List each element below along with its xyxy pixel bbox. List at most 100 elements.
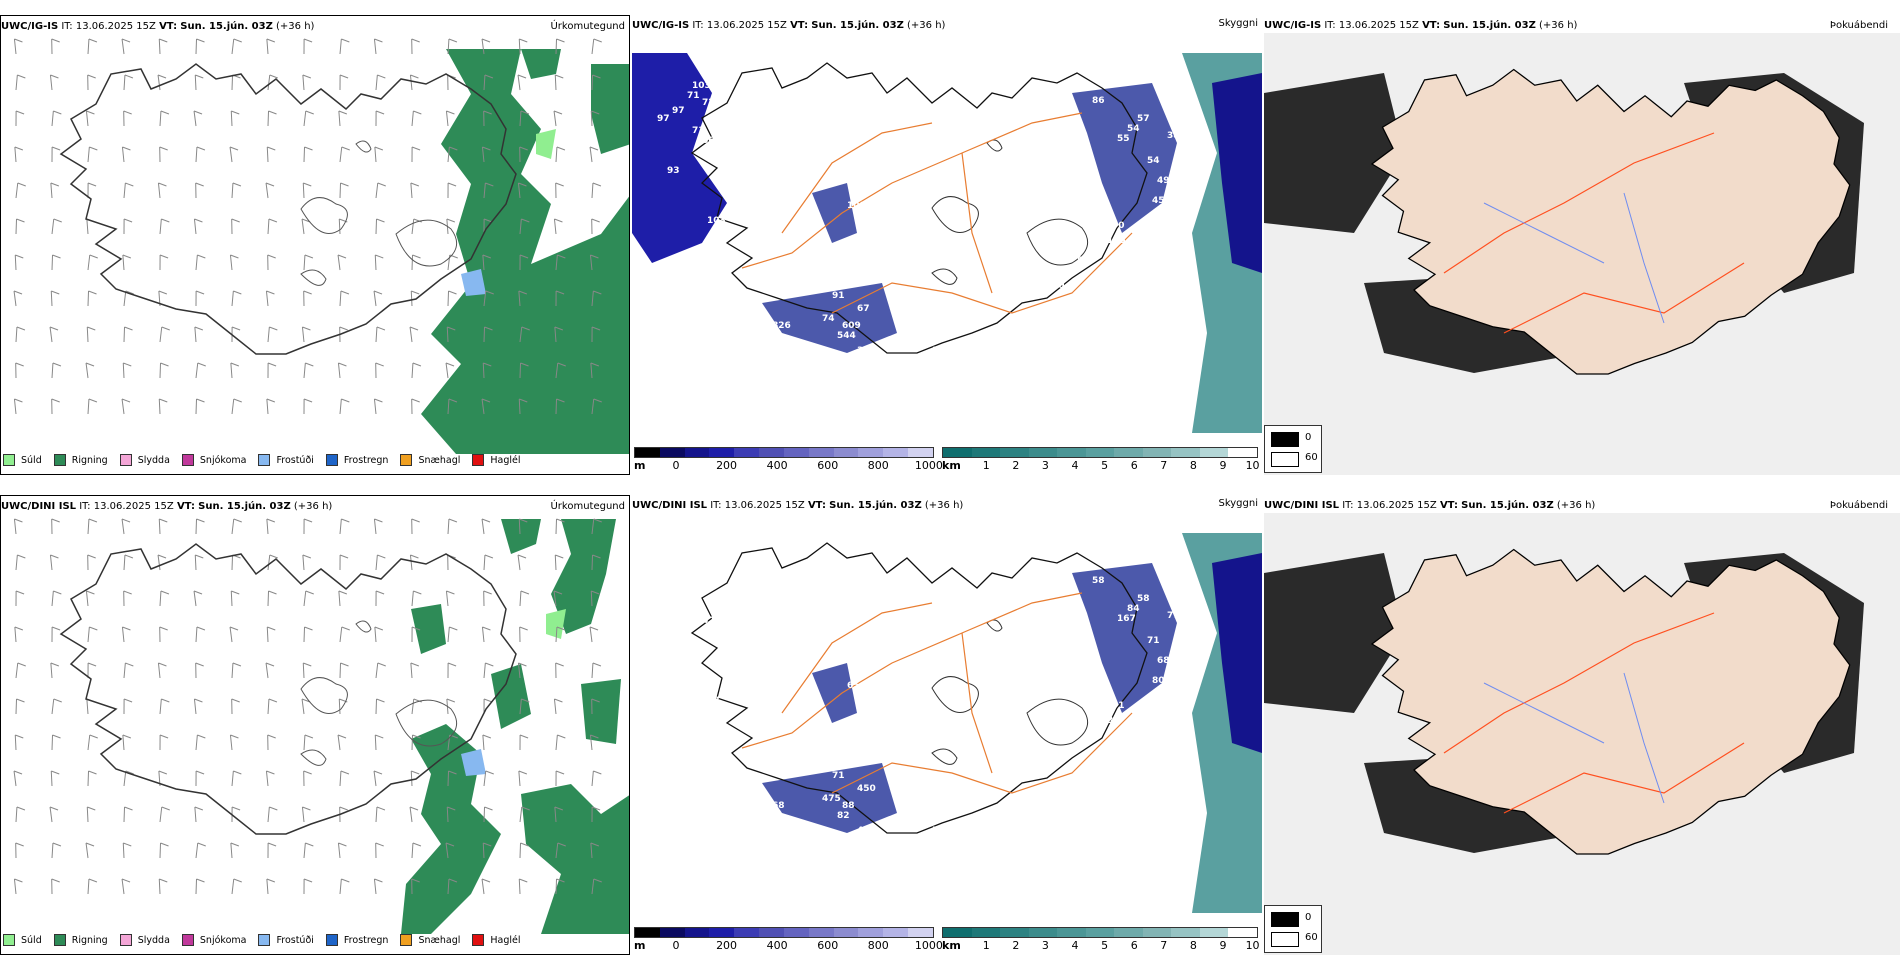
wind-barb-flag — [304, 291, 312, 294]
panel-title: Skyggni — [1218, 17, 1258, 31]
ceiling-label: 475 — [822, 794, 841, 804]
wind-barb — [123, 843, 124, 858]
wind-barb — [302, 699, 304, 714]
colorbar-swatch — [1114, 928, 1143, 937]
wind-barb — [16, 663, 18, 678]
road — [962, 153, 992, 293]
wind-barb-flag — [122, 879, 130, 882]
wind-barb — [196, 879, 197, 894]
wind-barb — [122, 39, 124, 54]
wind-barb — [304, 843, 305, 858]
wind-barb — [483, 735, 484, 750]
wind-barb-flag — [341, 663, 349, 666]
wind-barb-flag — [303, 183, 311, 186]
wind-barb — [231, 111, 232, 126]
ceiling-label: 97 — [672, 106, 685, 116]
fog-key-label: 60 — [1305, 452, 1318, 463]
colorbar-tick: 4 — [1072, 939, 1079, 952]
colorbar-swatch — [1029, 448, 1058, 457]
wind-barb-flag — [232, 327, 240, 330]
ceiling-label: 65 — [847, 681, 860, 691]
colorbar-swatch — [883, 928, 908, 937]
wind-barb-flag — [89, 291, 97, 294]
wind-barb — [86, 363, 88, 378]
wind-barb — [340, 627, 342, 642]
low-ceiling-area — [812, 183, 857, 243]
wind-barb-flag — [17, 75, 25, 78]
wind-barb-flag — [555, 555, 563, 558]
ceiling-label: 74 — [822, 314, 835, 324]
wind-barb — [519, 771, 520, 786]
wind-barb — [592, 39, 594, 54]
wind-barb — [196, 39, 197, 54]
wind-barb — [158, 75, 160, 90]
wind-barb-flag — [302, 807, 310, 810]
wind-barb-flag — [17, 327, 25, 330]
wind-barb-flag — [557, 39, 565, 42]
wind-barb — [159, 39, 160, 54]
wind-barb — [375, 147, 376, 162]
fog-key-swatch — [1271, 932, 1299, 947]
wind-barb-flag — [302, 327, 310, 330]
wind-barb-flag — [446, 111, 454, 114]
wind-barb — [376, 663, 378, 678]
ceiling-label: 100 — [847, 201, 866, 211]
legend-swatch — [3, 934, 15, 946]
ceiling-label: 67 — [692, 606, 705, 616]
wind-barb-flag — [86, 843, 94, 846]
legend-item: Frostúði — [258, 454, 313, 466]
low-ceiling-area — [812, 663, 857, 723]
wind-barb-flag — [53, 735, 61, 738]
colorbar-tick: 800 — [868, 459, 889, 472]
legend-label: Snæhagl — [418, 455, 460, 466]
wind-barb-flag — [449, 519, 457, 522]
wind-barb — [194, 111, 196, 126]
wind-barb-flag — [267, 879, 275, 882]
wind-barb-flag — [53, 591, 61, 594]
wind-barb-flag — [160, 627, 168, 630]
wind-barb — [88, 399, 89, 414]
legend-label: Haglél — [490, 455, 520, 466]
wind-barb — [448, 627, 449, 642]
wind-barb-flag — [159, 291, 167, 294]
wind-barb-flag — [378, 663, 386, 666]
wind-barb — [16, 699, 17, 714]
wind-barb — [303, 555, 304, 570]
wind-barb-flag — [412, 399, 420, 402]
wind-barb-flag — [53, 111, 61, 114]
wind-barb — [338, 843, 340, 858]
wind-barb — [340, 519, 341, 534]
wind-barb — [52, 591, 53, 606]
wind-barb — [88, 771, 89, 786]
ceiling-label: 826 — [772, 321, 791, 331]
wind-barb-flag — [375, 735, 383, 738]
wind-barb — [232, 75, 233, 90]
wind-barb-flag — [268, 735, 276, 738]
wind-barb — [124, 663, 125, 678]
wind-barb-flag — [376, 843, 384, 846]
colorbar-swatch — [1000, 928, 1029, 937]
wind-barb-flag — [375, 627, 383, 630]
colorbar-swatch — [1143, 928, 1172, 937]
wind-barb-flag — [14, 399, 22, 402]
wind-barb — [195, 807, 196, 822]
wind-barb — [410, 807, 412, 822]
wind-barb-flag — [160, 735, 168, 738]
ceiling-label: 63 — [857, 691, 870, 701]
colorbar-swatch — [734, 928, 759, 937]
wind-barb — [51, 663, 52, 678]
colorbar-swatch — [1114, 448, 1143, 457]
colorbar-swatch — [908, 448, 933, 457]
wind-barb-flag — [125, 75, 133, 78]
wind-barb — [339, 219, 340, 234]
wind-barb-flag — [122, 399, 130, 402]
wind-barb-flag — [88, 663, 96, 666]
legend-swatch — [326, 934, 338, 946]
wind-barb-flag — [554, 111, 562, 114]
wind-barb — [590, 147, 592, 162]
wind-barb-flag — [50, 807, 58, 810]
colorbar-swatch — [1029, 928, 1058, 937]
colorbar-swatch — [635, 928, 660, 937]
wind-barb-flag — [304, 879, 312, 882]
